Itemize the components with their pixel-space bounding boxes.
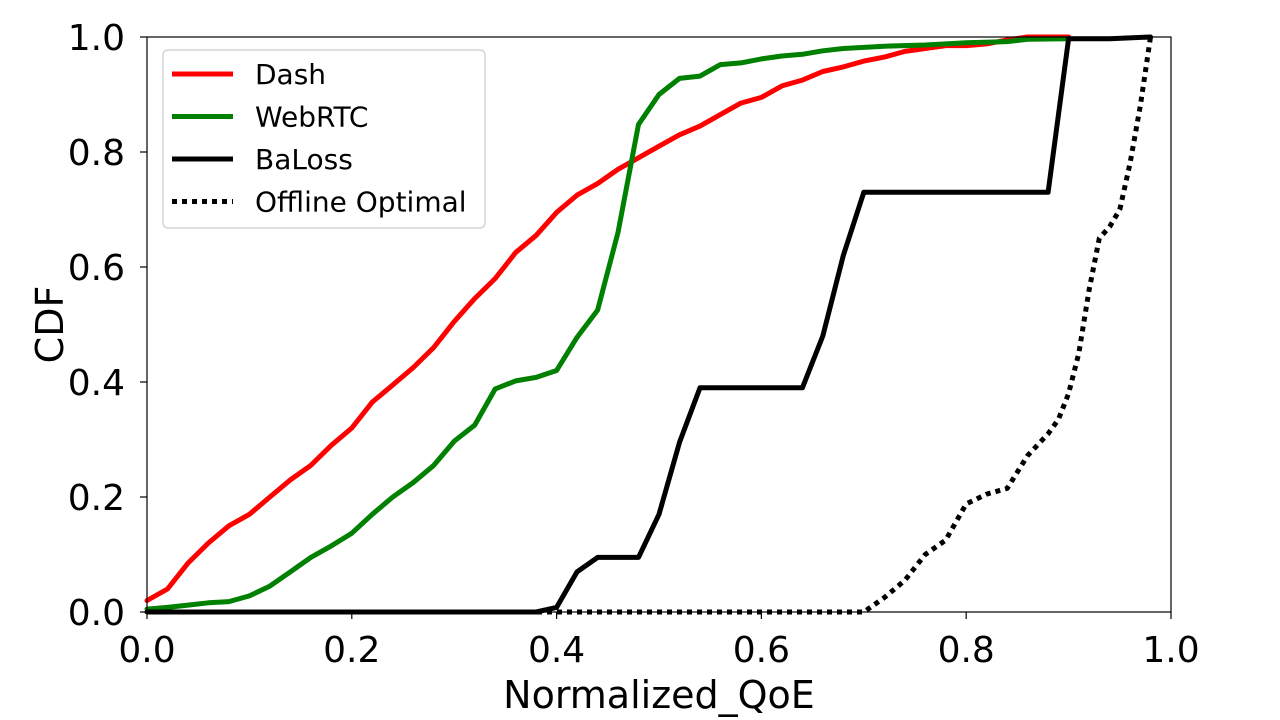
y-tick-label: 0.4: [68, 363, 125, 404]
y-tick-label: 0.0: [68, 593, 125, 634]
x-axis-label: Normalized_QoE: [503, 673, 815, 717]
legend: Dash WebRTC BaLoss Offline Optimal: [162, 49, 486, 229]
legend-label: BaLoss: [255, 143, 353, 176]
x-tick-label: 0.2: [323, 630, 380, 671]
series-line-webrtc: [144, 36, 1072, 612]
y-tick-label: 0.8: [68, 133, 125, 174]
x-tick-label: 0.6: [733, 630, 790, 671]
ticks-layer: 0.0 0.2 0.4 0.6 0.8 1.0 0.0 0.2 0.4 0.6 0.8 1.0: [68, 18, 1200, 671]
y-tick-label: 1.0: [68, 18, 125, 59]
x-tick-label: 1.0: [1142, 630, 1199, 671]
x-tick-label: 0.4: [528, 630, 585, 671]
x-tick-label: 0.8: [938, 630, 995, 671]
plot-frame: [146, 36, 1172, 613]
y-tick-label: 0.2: [68, 478, 125, 519]
series-line-baloss: [144, 34, 1153, 615]
x-tick-label: 0.0: [118, 630, 175, 671]
series-line-offline-optimal: [147, 36, 1153, 615]
y-axis-label: CDF: [28, 286, 72, 364]
series-layer: [144, 34, 1153, 615]
legend-label: Offline Optimal: [255, 186, 467, 219]
y-tick-label: 0.6: [68, 248, 125, 289]
legend-label: Dash: [255, 58, 326, 91]
series-line-dash: [144, 34, 1072, 603]
legend-label: WebRTC: [255, 101, 368, 134]
legend-box: [162, 49, 486, 229]
